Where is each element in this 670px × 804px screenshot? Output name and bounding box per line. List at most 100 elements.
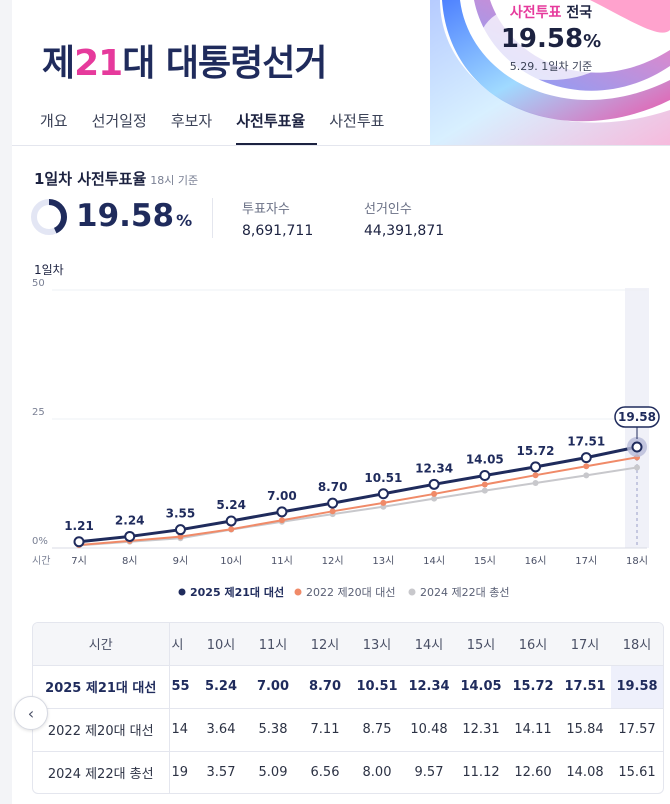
data-point xyxy=(327,497,339,509)
tab-bar: 개요 선거일정 후보자 사전투표율 사전투표 xyxy=(40,108,408,145)
data-label: 12.34 xyxy=(415,461,453,475)
table-cell: 15.61 xyxy=(618,765,656,781)
electors-value: 44,391,871 xyxy=(364,223,445,239)
chart-title: 1일차 xyxy=(34,263,64,277)
table-cell: 3.57 xyxy=(206,765,236,781)
scroll-left-button[interactable]: ‹ xyxy=(14,696,48,730)
hero-label: 사전투표 전국 xyxy=(509,5,593,21)
table-header-8: 18시 xyxy=(611,623,663,666)
table-header-6: 16시 xyxy=(507,623,559,666)
x-tick-label: 7시 xyxy=(71,555,87,567)
x-tick-label: 18시 xyxy=(626,555,648,567)
x-tick-label: 15시 xyxy=(474,555,496,567)
data-point xyxy=(634,464,640,471)
data-label: 7.00 xyxy=(267,489,297,503)
table-cell: 8.00 xyxy=(362,765,392,781)
chevron-left-icon: ‹ xyxy=(27,703,35,723)
table-row: 2025 제21대 대선 55 5.24 7.00 8.70 10.51 12.34 14.0… xyxy=(33,665,663,709)
table-cell-cut: 19 xyxy=(171,765,189,781)
data-point xyxy=(479,470,491,482)
x-tick-label: 13시 xyxy=(372,555,394,567)
table-header-1: 11시 xyxy=(247,623,299,666)
table-cell: 17.57 xyxy=(611,708,663,752)
data-label: 14.05 xyxy=(466,453,504,467)
section-title: 1일차 사전투표율 18시 기준 xyxy=(34,170,199,188)
data-point xyxy=(380,499,387,506)
table-cell: 9.57 xyxy=(414,765,444,781)
x-tick-label: 11시 xyxy=(271,555,293,567)
table-cell: 12.31 xyxy=(455,708,507,752)
table-cell: 14.11 xyxy=(507,708,559,752)
table-cell: 5.38 xyxy=(247,708,299,752)
table-row-label: 2022 제20대 대선 xyxy=(33,708,170,752)
table-header-7: 17시 xyxy=(559,623,611,666)
turnout-card: 1일차 사전투표율 18시 기준 19.58% 투표자수 8,691,711 선거… xyxy=(12,146,670,804)
data-point xyxy=(583,472,590,479)
data-point xyxy=(580,452,592,464)
data-label: 3.55 xyxy=(166,507,196,521)
series-line-1 xyxy=(78,456,638,547)
tab-3[interactable]: 사전투표율 xyxy=(236,108,318,145)
table-row: 2024 제22대 총선 19 3.57 5.09 6.56 8.00 9.57 11.12 1… xyxy=(33,751,663,793)
hero-sub: 5.29. 1일차 기준 xyxy=(509,60,593,73)
table-cell: 6.56 xyxy=(310,765,340,781)
voters-value: 8,691,711 xyxy=(242,223,314,239)
legend-marker xyxy=(178,588,186,596)
data-label: 10.51 xyxy=(364,471,402,485)
hero-turnout: 사전투표 전국 19.58% 5.29. 1일차 기준 xyxy=(496,2,606,74)
tab-4[interactable]: 사전투표 xyxy=(329,112,385,130)
table-cell: 15.72 xyxy=(507,665,559,709)
data-point xyxy=(583,463,590,470)
legend-marker xyxy=(294,588,302,596)
table-cell: 3.64 xyxy=(195,708,247,752)
table-cell: 15.84 xyxy=(559,708,611,752)
table-header-cut: 시 xyxy=(169,623,195,666)
data-label: 2.24 xyxy=(115,513,145,527)
table-cell: 12.60 xyxy=(514,765,552,781)
donut-gauge-icon xyxy=(31,199,67,235)
table-cell: 17.51 xyxy=(559,665,611,709)
y-tick-label: 0% xyxy=(32,536,48,547)
x-tick-label: 14시 xyxy=(423,555,445,567)
table-cell: 5.24 xyxy=(195,665,247,709)
table-header-5: 15시 xyxy=(455,623,507,666)
turnout-rate: 19.58% xyxy=(76,198,193,234)
table-cell: 11.12 xyxy=(462,765,500,781)
x-tick-label: 17시 xyxy=(575,555,597,567)
data-point xyxy=(377,488,389,500)
legend-entry: 2025 제21대 대선 xyxy=(190,585,284,599)
data-point xyxy=(177,533,184,540)
data-point xyxy=(73,536,85,548)
tab-2[interactable]: 후보자 xyxy=(170,112,213,130)
page-header: 제21대 대통령선거 사전투표 전국 19.58% 5.29. 1일차 기준 개… xyxy=(12,0,670,146)
data-point xyxy=(124,530,136,542)
table-cell: 8.70 xyxy=(299,665,351,709)
legend-marker xyxy=(408,588,416,596)
y-tick-label: 50 xyxy=(32,278,45,289)
data-label: 1.21 xyxy=(64,519,94,533)
divider xyxy=(212,198,213,238)
data-point xyxy=(431,490,438,497)
x-tick-label: 8시 xyxy=(122,555,138,567)
table-cell-cut: 14 xyxy=(169,708,195,752)
table-cell: 10.51 xyxy=(351,665,403,709)
tab-0[interactable]: 개요 xyxy=(40,112,68,130)
table-cell-cut: 55 xyxy=(169,665,195,709)
table-cell: 19.58 xyxy=(611,665,663,709)
series-line-0 xyxy=(78,445,638,544)
table-header-2: 12시 xyxy=(299,623,351,666)
legend-entry: 2024 제22대 총선 xyxy=(420,586,509,599)
data-label: 15.72 xyxy=(517,444,555,458)
x-tick-label: 16시 xyxy=(525,555,547,567)
data-point xyxy=(278,517,285,524)
tab-1[interactable]: 선거일정 xyxy=(91,112,147,130)
data-point xyxy=(431,495,438,502)
x-tick-label: 9시 xyxy=(173,555,189,567)
turnout-line-chart: 1일차 0% 25 50 시간 7시 8시 9시 10시 11시 12시 13시 14시 15시 16시 17… xyxy=(32,263,660,599)
x-tick-label: 10시 xyxy=(220,555,242,567)
page-title: 제21대 대통령선거 xyxy=(42,43,328,84)
x-axis-label: 시간 xyxy=(32,555,50,567)
series-line-2 xyxy=(78,466,638,547)
data-label: 5.24 xyxy=(216,498,246,512)
data-point xyxy=(481,487,488,494)
